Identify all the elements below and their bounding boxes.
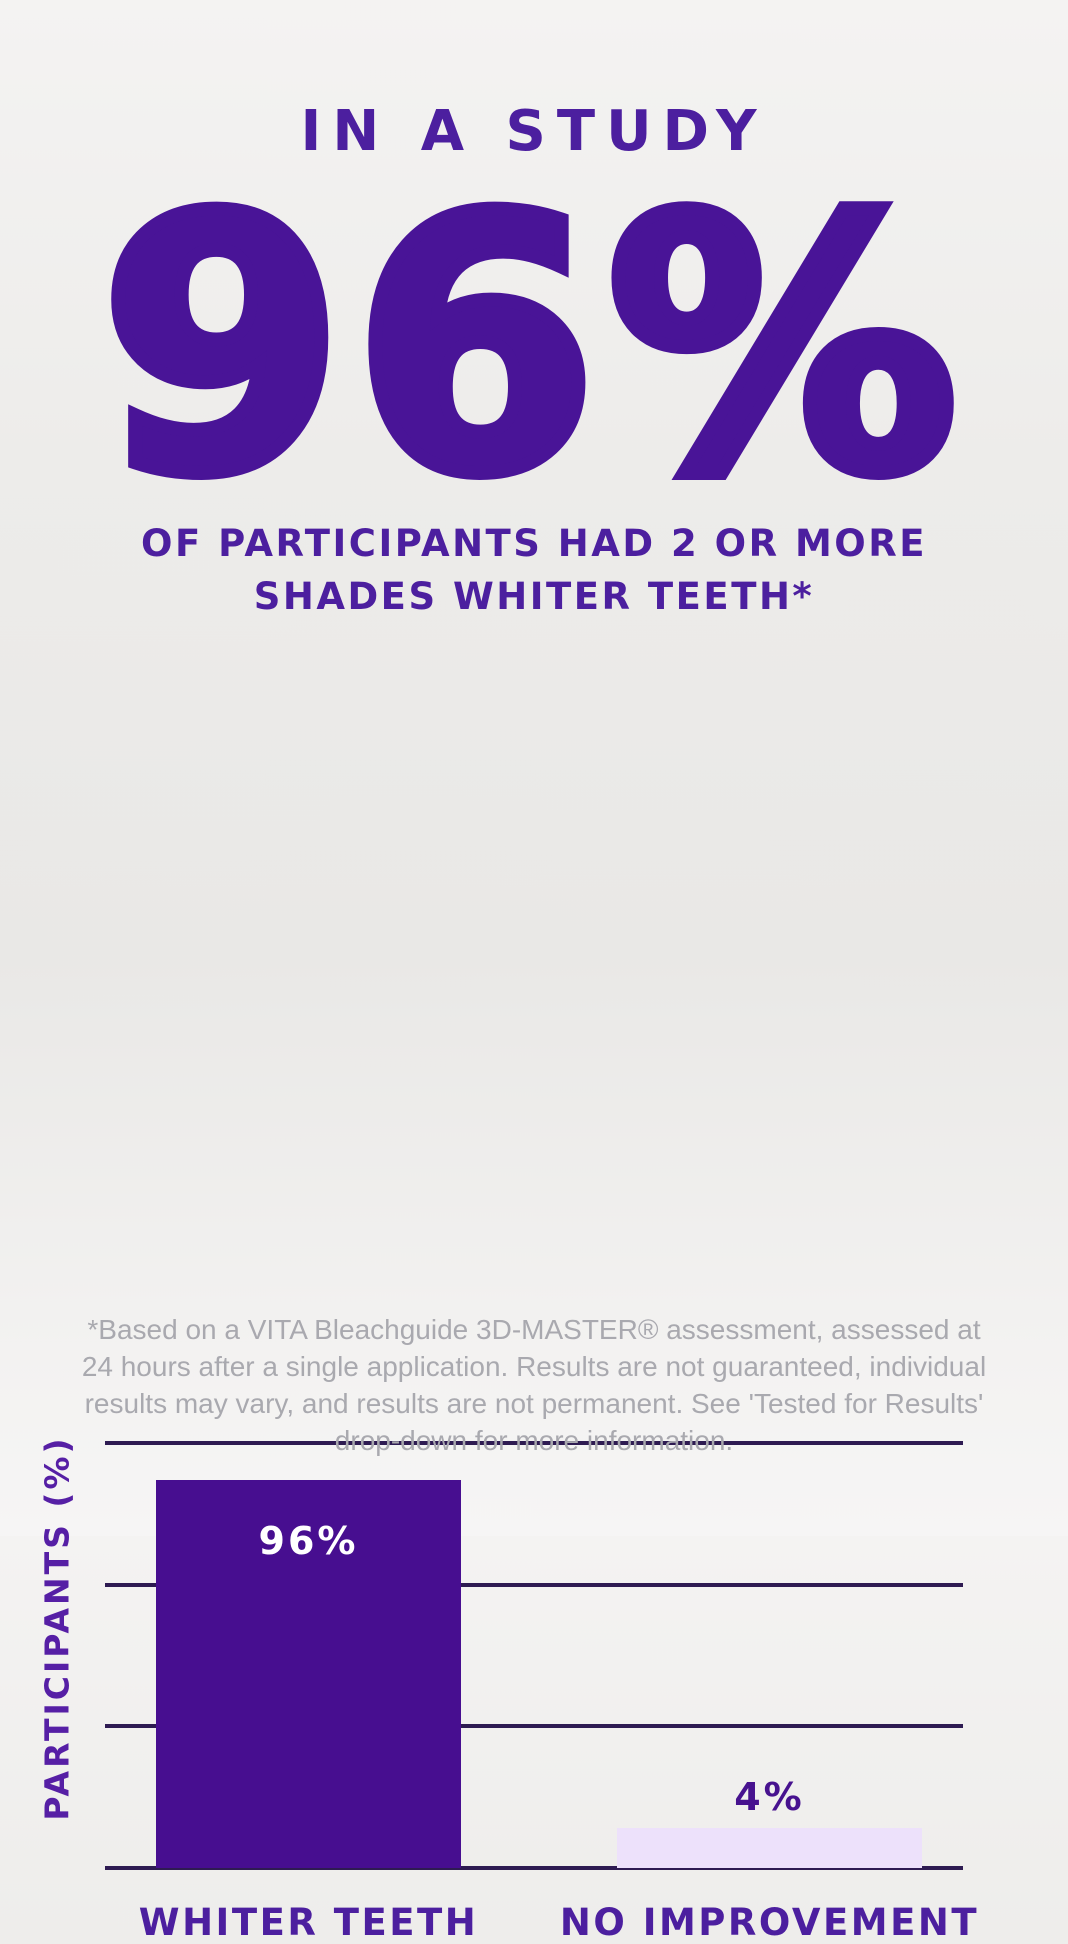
- bar-slot-no-improvement: 4% NO IMPROVEMENT: [560, 1443, 977, 1941]
- bar-no-improvement: 4%: [617, 1778, 922, 1868]
- subtitle-line-1: OF PARTICIPANTS HAD 2 OR MORE: [141, 522, 927, 565]
- bar-value-label: 96%: [258, 1519, 359, 1564]
- bar-value-label: 4%: [734, 1774, 805, 1819]
- big-stat-value: 96%: [93, 143, 968, 551]
- bar-chart: PARTICIPANTS (%) 96% WHITER TEETH 4% NO IMP…: [0, 700, 1068, 1941]
- bar-slot-whiter-teeth: 96% WHITER TEETH: [139, 1443, 476, 1941]
- subtitle-line-2: SHADES WHITER TEETH*: [253, 574, 815, 618]
- footnote: *Based on a VITA Bleachguide 3D-MASTER® …: [81, 1314, 987, 1456]
- category-label: WHITER TEETH: [138, 1901, 479, 1944]
- subtitle: OF PARTICIPANTS HAD 2 OR MORE SHADES WHI…: [0, 518, 1068, 623]
- category-label: NO IMPROVEMENT: [559, 1901, 980, 1944]
- page-title: IN A STUDY: [300, 99, 768, 164]
- bar-whiter-teeth: 96%: [156, 1480, 461, 1868]
- infographic-poster: IN A STUDY 96% OF PARTICIPANTS HAD 2 OR …: [0, 99, 1068, 1942]
- gridline: [105, 1441, 963, 1445]
- y-axis-label: PARTICIPANTS (%): [37, 1435, 77, 1821]
- plot-area: 96% WHITER TEETH 4% NO IMPROVEMENT: [105, 1441, 977, 1941]
